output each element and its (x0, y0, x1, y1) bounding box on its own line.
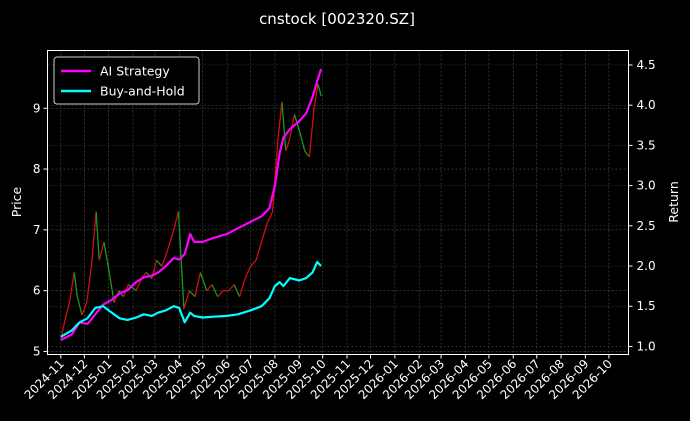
price-segment (73, 272, 78, 297)
price-segment (206, 284, 213, 292)
price-segment (199, 272, 208, 291)
price-segment (103, 241, 111, 279)
legend-box (53, 56, 200, 105)
price-segment (304, 150, 310, 158)
price-segment (281, 102, 287, 151)
price-segment (167, 229, 175, 249)
price-segment (173, 211, 180, 231)
price-segment (255, 241, 263, 261)
price-segment (299, 132, 306, 151)
price-segment (217, 290, 224, 298)
y-tick-label: 7 (33, 223, 41, 237)
y-axis-label: Price (9, 186, 24, 217)
chart-title: cnstock [002320.SZ] (259, 10, 415, 28)
price-segment (68, 272, 75, 303)
price-segment (211, 284, 219, 298)
price-segment (95, 211, 100, 261)
price-segment (81, 302, 88, 316)
price-segment (86, 266, 93, 303)
price-segment (308, 108, 315, 157)
price-segment (156, 259, 163, 267)
plot-frame (47, 50, 629, 355)
price-segment (317, 83, 322, 97)
y2-tick-label: 1.5 (637, 299, 656, 313)
price-segment (127, 284, 137, 292)
y2-tick-label: 2.5 (637, 219, 656, 233)
y2-tick-label: 1.0 (637, 339, 656, 353)
y2-axis-label: Return (666, 181, 681, 222)
price-segment (266, 211, 274, 225)
price-segment (228, 284, 235, 292)
y2-tick-label: 2.0 (637, 259, 656, 273)
legend-label-buy-and-hold: Buy-and-Hold (100, 84, 185, 99)
price-segment (271, 138, 279, 212)
price-segment (250, 259, 257, 267)
y2-tick-label: 4.0 (637, 98, 656, 112)
y-tick-label: 6 (33, 284, 41, 298)
price-segment (177, 211, 185, 309)
series-line-ai-strategy (60, 68, 323, 341)
price-segment (90, 211, 97, 267)
price-segment (194, 272, 202, 297)
y2-tick-label: 3.5 (637, 138, 656, 152)
plot-area (60, 68, 323, 341)
grid (47, 50, 629, 355)
price-segment (76, 296, 83, 316)
right-y-axis: 1.0 1.5 2.0 2.5 3.0 3.5 4.0 4.5 (628, 58, 656, 353)
y-tick-label: 9 (33, 101, 41, 115)
series-line-buy-and-hold (60, 260, 322, 338)
price-segment (244, 266, 252, 279)
price-segment (277, 102, 283, 139)
y-tick-label: 5 (33, 344, 41, 358)
price-segment (238, 278, 246, 297)
price-segment (161, 247, 169, 267)
price-segment (285, 138, 291, 152)
left-y-axis: 5 6 7 8 9 (33, 101, 48, 358)
y2-tick-label: 3.0 (637, 179, 656, 193)
legend: AI Strategy Buy-and-Hold (53, 56, 200, 105)
y2-tick-label: 4.5 (637, 58, 656, 72)
price-segment (313, 83, 319, 109)
legend-label-ai-strategy: AI Strategy (100, 64, 170, 79)
price-segment (233, 284, 241, 298)
price-segment (64, 302, 71, 322)
y-tick-label: 8 (33, 162, 41, 176)
price-segment (260, 223, 268, 243)
price-segment (183, 290, 191, 310)
price-segment (98, 241, 105, 261)
price-segment (188, 290, 196, 298)
